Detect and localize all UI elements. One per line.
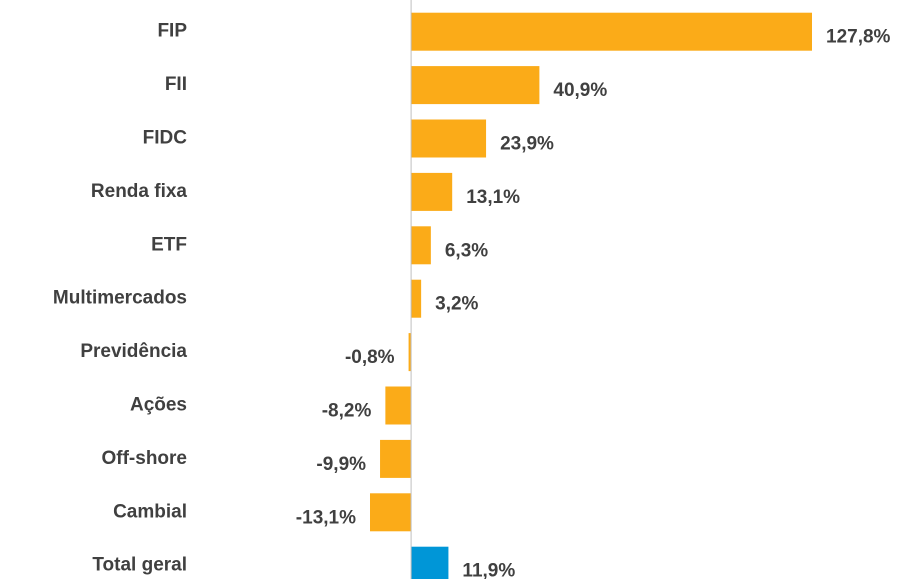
bar: [385, 386, 412, 425]
value-label: 6,3%: [445, 240, 488, 261]
category-label: Renda fixa: [91, 181, 188, 202]
bar: [411, 172, 453, 211]
value-label: 40,9%: [553, 80, 607, 101]
bar: [411, 12, 812, 51]
category-label: FIDC: [143, 128, 188, 149]
value-label: 127,8%: [826, 27, 891, 48]
category-label: Off-shore: [102, 448, 188, 469]
bar: [411, 279, 422, 318]
category-label: FIP: [157, 21, 187, 42]
bar: [408, 333, 412, 372]
value-label: -8,2%: [322, 401, 372, 422]
value-label: -13,1%: [296, 507, 356, 528]
bar: [380, 439, 412, 478]
category-label: Total geral: [92, 555, 187, 576]
value-label: 3,2%: [435, 294, 478, 315]
category-label: Multimercados: [53, 288, 187, 309]
value-label: 11,9%: [462, 561, 515, 579]
bar: [370, 493, 412, 532]
value-label: -9,9%: [316, 454, 366, 475]
category-label: Cambial: [113, 501, 187, 522]
value-label: 23,9%: [500, 134, 554, 155]
bar: [411, 546, 449, 579]
bar: [411, 119, 487, 158]
category-label: Previdência: [80, 341, 187, 362]
bar: [411, 66, 540, 105]
value-label: 13,1%: [466, 187, 520, 208]
value-label: -0,8%: [345, 347, 395, 368]
category-label: FII: [165, 74, 187, 95]
category-label: Ações: [130, 395, 187, 416]
category-label: ETF: [151, 234, 187, 255]
bar: [411, 226, 431, 265]
